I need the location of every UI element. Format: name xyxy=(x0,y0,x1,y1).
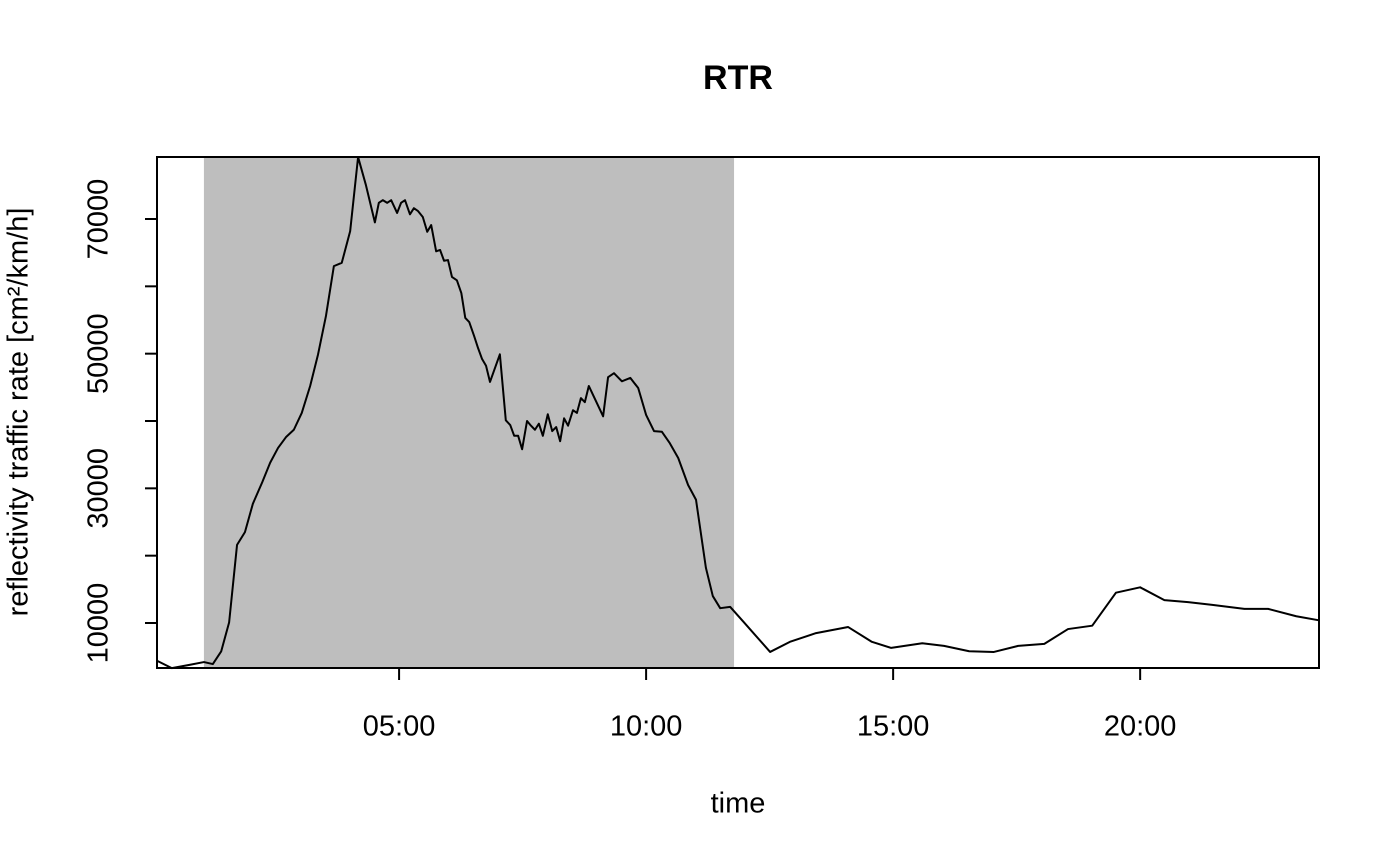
y-tick-label: 70000 xyxy=(83,179,115,260)
x-tick-label: 10:00 xyxy=(610,711,683,743)
y-tick-label: 50000 xyxy=(83,313,115,394)
y-tick-label: 10000 xyxy=(83,583,115,664)
y-axis-label: reflectivity traffic rate [cm²/km/h] xyxy=(3,208,35,617)
shaded-span xyxy=(203,157,735,668)
plot-frame xyxy=(156,156,1320,669)
x-tick-label: 05:00 xyxy=(363,711,436,743)
data-line xyxy=(156,156,1320,670)
chart-title: RTR xyxy=(703,59,773,97)
y-tick-label: 30000 xyxy=(83,448,115,529)
x-tick-label: 20:00 xyxy=(1104,711,1177,743)
x-tick-label: 15:00 xyxy=(857,711,930,743)
x-axis-label: time xyxy=(711,788,766,820)
